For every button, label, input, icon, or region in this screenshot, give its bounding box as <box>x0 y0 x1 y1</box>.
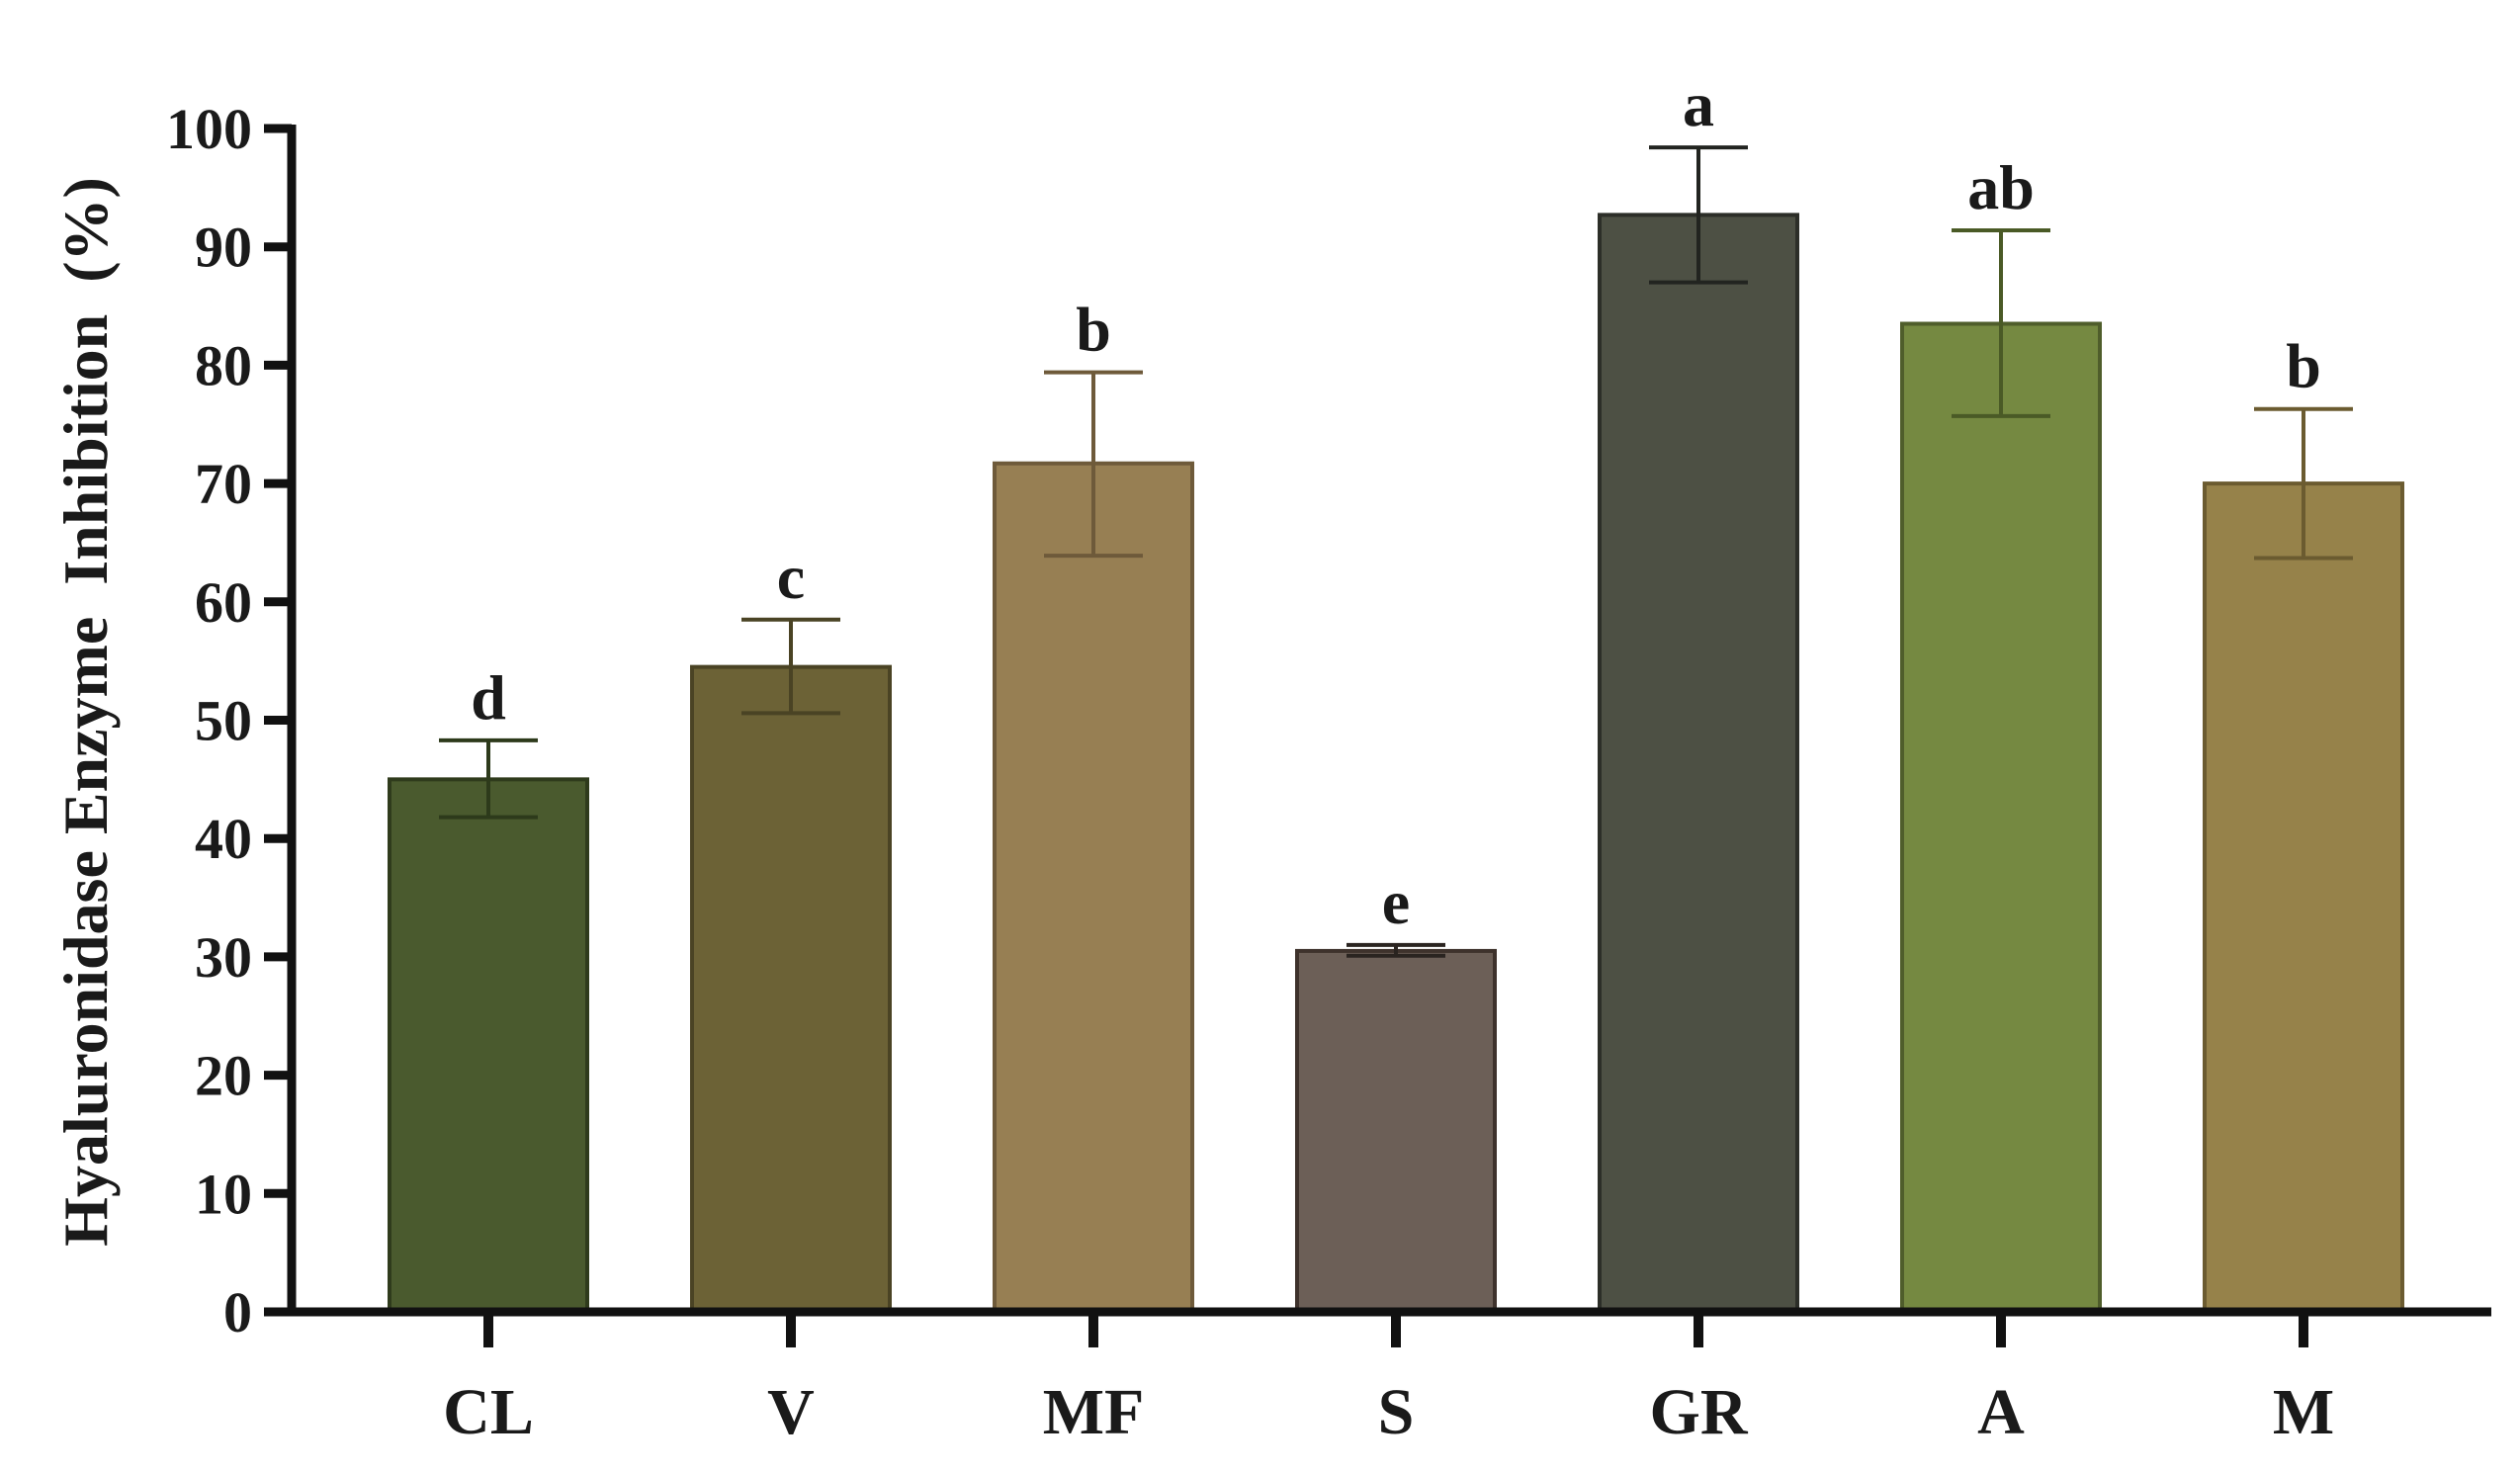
y-tick-label: 40 <box>195 807 252 871</box>
x-tick-label: V <box>767 1376 815 1448</box>
y-tick-label: 90 <box>195 216 252 280</box>
x-axis-ticks: CL V MF S GR A M <box>443 1312 2334 1448</box>
bar-gr <box>1598 213 1799 1315</box>
x-tick-label: M <box>2273 1376 2334 1448</box>
y-tick-label: 60 <box>195 570 252 635</box>
y-tick-label: 20 <box>195 1044 252 1108</box>
y-tick-label: 0 <box>223 1280 252 1344</box>
significance-labels: d c b e a ab b <box>471 69 2321 937</box>
x-tick-label: S <box>1378 1376 1415 1448</box>
x-tick-label: MF <box>1043 1376 1145 1448</box>
bar-v <box>690 664 892 1314</box>
significance-label: b <box>1076 295 1111 365</box>
bar-s <box>1295 948 1497 1314</box>
y-tick-label: 80 <box>195 333 252 397</box>
y-axis-ticks: 0 10 20 30 40 50 60 70 80 90 100 <box>166 97 292 1344</box>
bar-a <box>1900 321 2102 1314</box>
bar-cl <box>388 777 589 1314</box>
y-tick-label: 100 <box>166 97 252 161</box>
x-tick-label: GR <box>1650 1376 1749 1448</box>
significance-label: d <box>471 662 506 733</box>
y-tick-label: 10 <box>195 1162 252 1226</box>
y-tick-label: 70 <box>195 452 252 516</box>
y-tick-label: 50 <box>195 689 252 753</box>
bar-m <box>2203 481 2404 1315</box>
significance-label: a <box>1683 69 1714 139</box>
significance-label: c <box>777 542 805 612</box>
y-tick-label: 30 <box>195 925 252 990</box>
bars <box>388 213 2404 1315</box>
significance-label: ab <box>1967 152 2035 222</box>
error-bars <box>439 145 2353 958</box>
x-tick-label: CL <box>443 1376 534 1448</box>
x-tick-label: A <box>1977 1376 2025 1448</box>
significance-label: e <box>1382 867 1410 937</box>
bar-mf <box>993 461 1194 1315</box>
significance-label: b <box>2286 331 2321 401</box>
y-axis-title: Hyaluronidase Enzyme Inhibition (%) <box>50 177 121 1247</box>
